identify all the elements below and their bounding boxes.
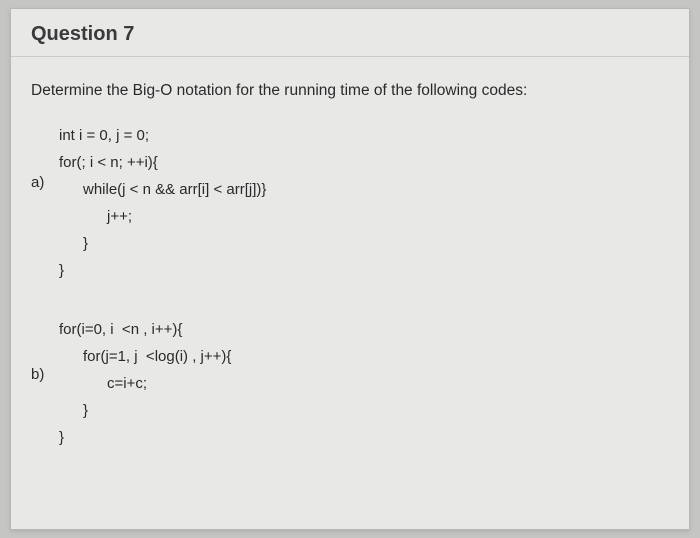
code-line: }	[59, 230, 266, 257]
question-prompt: Determine the Big-O notation for the run…	[31, 79, 669, 102]
part-a-label: a)	[31, 122, 59, 191]
part-b: b) for(i=0, i <n , i++){ for(j=1, j <log…	[31, 316, 669, 451]
question-title: Question 7	[31, 23, 669, 46]
code-line: while(j < n && arr[i] < arr[j])}	[59, 176, 266, 203]
part-a: a) int i = 0, j = 0; for(; i < n; ++i){ …	[31, 122, 669, 284]
code-line: for(j=1, j <log(i) , j++){	[59, 343, 231, 370]
question-card: Question 7 Determine the Big-O notation …	[10, 8, 690, 530]
code-line: j++;	[59, 203, 266, 230]
code-line: c=i+c;	[59, 370, 231, 397]
part-b-label: b)	[31, 316, 59, 383]
code-block-a: int i = 0, j = 0; for(; i < n; ++i){ whi…	[59, 122, 266, 284]
code-line: }	[59, 424, 231, 451]
code-line: for(; i < n; ++i){	[59, 149, 266, 176]
code-block-b: for(i=0, i <n , i++){ for(j=1, j <log(i)…	[59, 316, 231, 451]
code-line: }	[59, 397, 231, 424]
code-line: }	[59, 257, 266, 284]
code-line: int i = 0, j = 0;	[59, 122, 266, 149]
question-content: Determine the Big-O notation for the run…	[11, 57, 689, 493]
code-line: for(i=0, i <n , i++){	[59, 316, 231, 343]
question-header: Question 7	[11, 9, 689, 57]
